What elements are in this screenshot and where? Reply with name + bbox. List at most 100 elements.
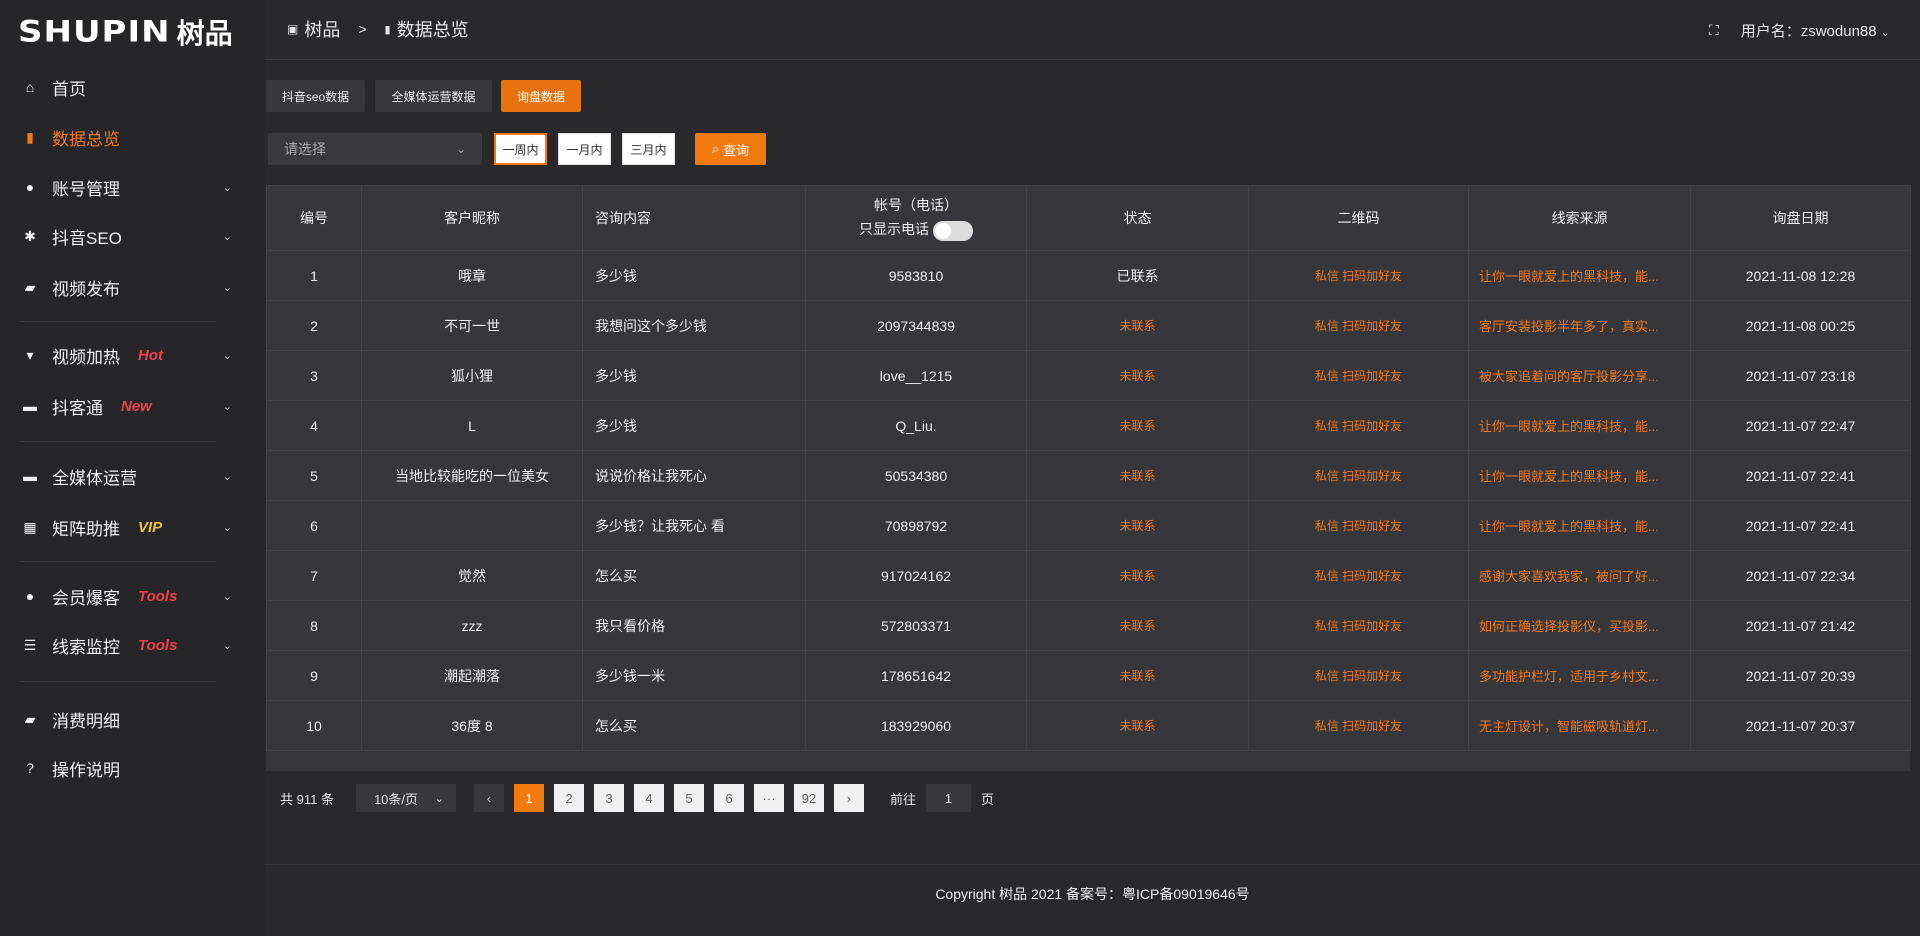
qrcode-link[interactable]: 私信 扫码加好友	[1248, 300, 1469, 351]
source-link[interactable]: 让你一眼就爱上的黑科技，能...	[1479, 419, 1659, 434]
cell-name: 哦章	[361, 250, 583, 301]
breadcrumb-current: 数据总览	[396, 20, 469, 40]
qrcode-link[interactable]: 私信 扫码加好友	[1248, 600, 1469, 651]
page-button[interactable]: 4	[633, 784, 664, 812]
sidebar-item-5[interactable]: ▾ 视频加热 Hot ⌄	[22, 340, 232, 370]
cell-content: 怎么买	[582, 700, 806, 751]
cell-date: 2021-11-07 22:41	[1690, 500, 1911, 551]
sidebar-item-12[interactable]: ? 操作说明	[22, 753, 232, 783]
page-button[interactable]: 5	[673, 784, 704, 812]
prev-page-button[interactable]: ‹	[473, 784, 504, 812]
sidebar-item-0[interactable]: ⌂ 首页	[22, 72, 232, 102]
sidebar-item-8[interactable]: ▦ 矩阵助推 VIP ⌄	[22, 512, 232, 542]
chevron-down-icon: ⌄	[222, 400, 232, 413]
cell-name: 36度 8	[361, 700, 583, 751]
cell-source: 无主灯设计，智能磁吸轨道灯...	[1468, 700, 1691, 751]
sidebar-item-label: 线索监控	[52, 637, 120, 657]
qrcode-link[interactable]: 私信 扫码加好友	[1248, 550, 1469, 601]
table-row: 5 当地比较能吃的一位美女 说说价格让我死心 50534380 未联系 私信 扫…	[266, 450, 1911, 501]
inquiry-table: 编号 客户昵称 咨询内容 帐号（电话） 只显示电话 状态 二维码 线索来源 询盘日…	[266, 185, 1911, 771]
page-button[interactable]: 92	[793, 784, 824, 812]
source-link[interactable]: 被大家追着问的客厅投影分享...	[1479, 369, 1659, 384]
query-button[interactable]: ⌕ 查询	[695, 133, 766, 165]
logo[interactable]: SHUPIN 树品	[18, 15, 233, 49]
sidebar-item-10[interactable]: ☰ 线索监控 Tools ⌄	[22, 630, 232, 660]
cell-content: 多少钱一米	[582, 650, 806, 701]
status-badge: 未联系	[1026, 600, 1249, 651]
next-page-button[interactable]: ›	[833, 784, 864, 812]
status-badge: 未联系	[1026, 550, 1249, 601]
cell-account: 9583810	[805, 250, 1027, 301]
tab-inquiry[interactable]: 询盘数据	[501, 80, 581, 112]
phone-only-toggle[interactable]	[933, 220, 973, 241]
sidebar-divider	[20, 441, 216, 442]
pagination: 共 911 条 10条/页 ⌄ ‹ 1 2 3 4 5 6 ··· 92 › 前往 1 页	[280, 784, 994, 812]
user-menu[interactable]: 用户名：zswodun88 ⌄	[1740, 23, 1890, 40]
sidebar-item-7[interactable]: ▬ 全媒体运营 ⌄	[22, 461, 232, 491]
source-link[interactable]: 感谢大家喜欢我家，被问了好...	[1479, 569, 1659, 584]
cell-name: 不可一世	[361, 300, 583, 351]
source-link[interactable]: 让你一眼就爱上的黑科技，能...	[1479, 519, 1659, 534]
sidebar-divider	[20, 681, 216, 682]
sidebar-item-3[interactable]: ✱ 抖音SEO ⌄	[22, 221, 232, 251]
image-icon: ▣	[287, 22, 299, 36]
chevron-down-icon: ⌄	[222, 590, 232, 603]
qrcode-link[interactable]: 私信 扫码加好友	[1248, 500, 1469, 551]
qrcode-link[interactable]: 私信 扫码加好友	[1248, 650, 1469, 701]
cell-name: 狐小狸	[361, 350, 583, 401]
chevron-down-icon: ⌄	[222, 521, 232, 534]
tab-all-media[interactable]: 全媒体运营数据	[375, 80, 492, 112]
chevron-down-icon: ⌄	[222, 470, 232, 483]
copyright: Copyright 树品 2021 备案号：粤ICP备09019646号	[935, 886, 1250, 902]
sidebar-item-label: 首页	[52, 79, 86, 99]
qrcode-link[interactable]: 私信 扫码加好友	[1248, 350, 1469, 401]
source-link[interactable]: 让你一眼就爱上的黑科技，能...	[1479, 269, 1659, 284]
sidebar-item-9[interactable]: ● 会员爆客 Tools ⌄	[22, 581, 232, 611]
breadcrumb-root[interactable]: 树品	[304, 20, 341, 40]
source-link[interactable]: 让你一眼就爱上的黑科技，能...	[1479, 469, 1659, 484]
sidebar-item-label: 会员爆客	[52, 588, 120, 608]
source-link[interactable]: 多功能护栏灯，适用于乡村文...	[1479, 669, 1659, 684]
source-link[interactable]: 无主灯设计，智能磁吸轨道灯...	[1479, 719, 1659, 734]
source-link[interactable]: 客厅安装投影半年多了，真实...	[1479, 319, 1659, 334]
tab-douyin-seo[interactable]: 抖音seo数据	[266, 80, 365, 112]
sidebar-item-6[interactable]: ▬ 抖客通 New ⌄	[22, 391, 232, 421]
cell-account: Q_Liu.	[805, 400, 1027, 451]
cell-content: 多少钱	[582, 250, 806, 301]
page-size-select[interactable]: 10条/页 ⌄	[355, 784, 456, 812]
page-button[interactable]: 1	[513, 784, 544, 812]
cell-id: 3	[266, 350, 362, 401]
page-button[interactable]: ···	[753, 784, 784, 812]
sidebar-item-1[interactable]: ▮ 数据总览	[22, 122, 232, 152]
col-content: 咨询内容	[582, 185, 806, 251]
sidebar-item-11[interactable]: ▰ 消费明细	[22, 704, 232, 734]
table-row: 7 觉然 怎么买 917024162 未联系 私信 扫码加好友 感谢大家喜欢我家…	[266, 550, 1911, 601]
cell-content: 多少钱？让我死心 看	[582, 500, 806, 551]
cell-content: 我只看价格	[582, 600, 806, 651]
qrcode-link[interactable]: 私信 扫码加好友	[1248, 450, 1469, 501]
range-month-button[interactable]: 一月内	[558, 133, 611, 165]
col-source: 线索来源	[1468, 185, 1691, 251]
category-select[interactable]: 请选择 ⌄	[268, 133, 482, 165]
range-week-button[interactable]: 一周内	[494, 133, 547, 165]
qrcode-link[interactable]: 私信 扫码加好友	[1248, 700, 1469, 751]
page-button[interactable]: 3	[593, 784, 624, 812]
sidebar-item-4[interactable]: ▰ 视频发布 ⌄	[22, 272, 232, 302]
qrcode-link[interactable]: 私信 扫码加好友	[1248, 400, 1469, 451]
page-button[interactable]: 6	[713, 784, 744, 812]
source-link[interactable]: 如何正确选择投影仪，买投影...	[1479, 619, 1659, 634]
cell-id: 2	[266, 300, 362, 351]
qrcode-link[interactable]: 私信 扫码加好友	[1248, 250, 1469, 301]
wallet-icon: ▰	[24, 710, 36, 727]
bar-chart-icon: ▮	[26, 128, 34, 145]
sidebar-item-2[interactable]: ● 账号管理 ⌄	[22, 172, 232, 202]
sidebar-item-label: 抖音SEO	[52, 228, 122, 248]
cell-account: 70898792	[805, 500, 1027, 551]
goto-page-input[interactable]: 1	[925, 784, 971, 812]
range-3month-button[interactable]: 三月内	[622, 133, 675, 165]
page-button[interactable]: 2	[553, 784, 584, 812]
help-icon: ?	[26, 760, 34, 776]
user-icon: ●	[25, 179, 35, 195]
sidebar-badge: New	[121, 397, 152, 415]
fullscreen-icon[interactable]: ⛶	[1708, 22, 1719, 38]
